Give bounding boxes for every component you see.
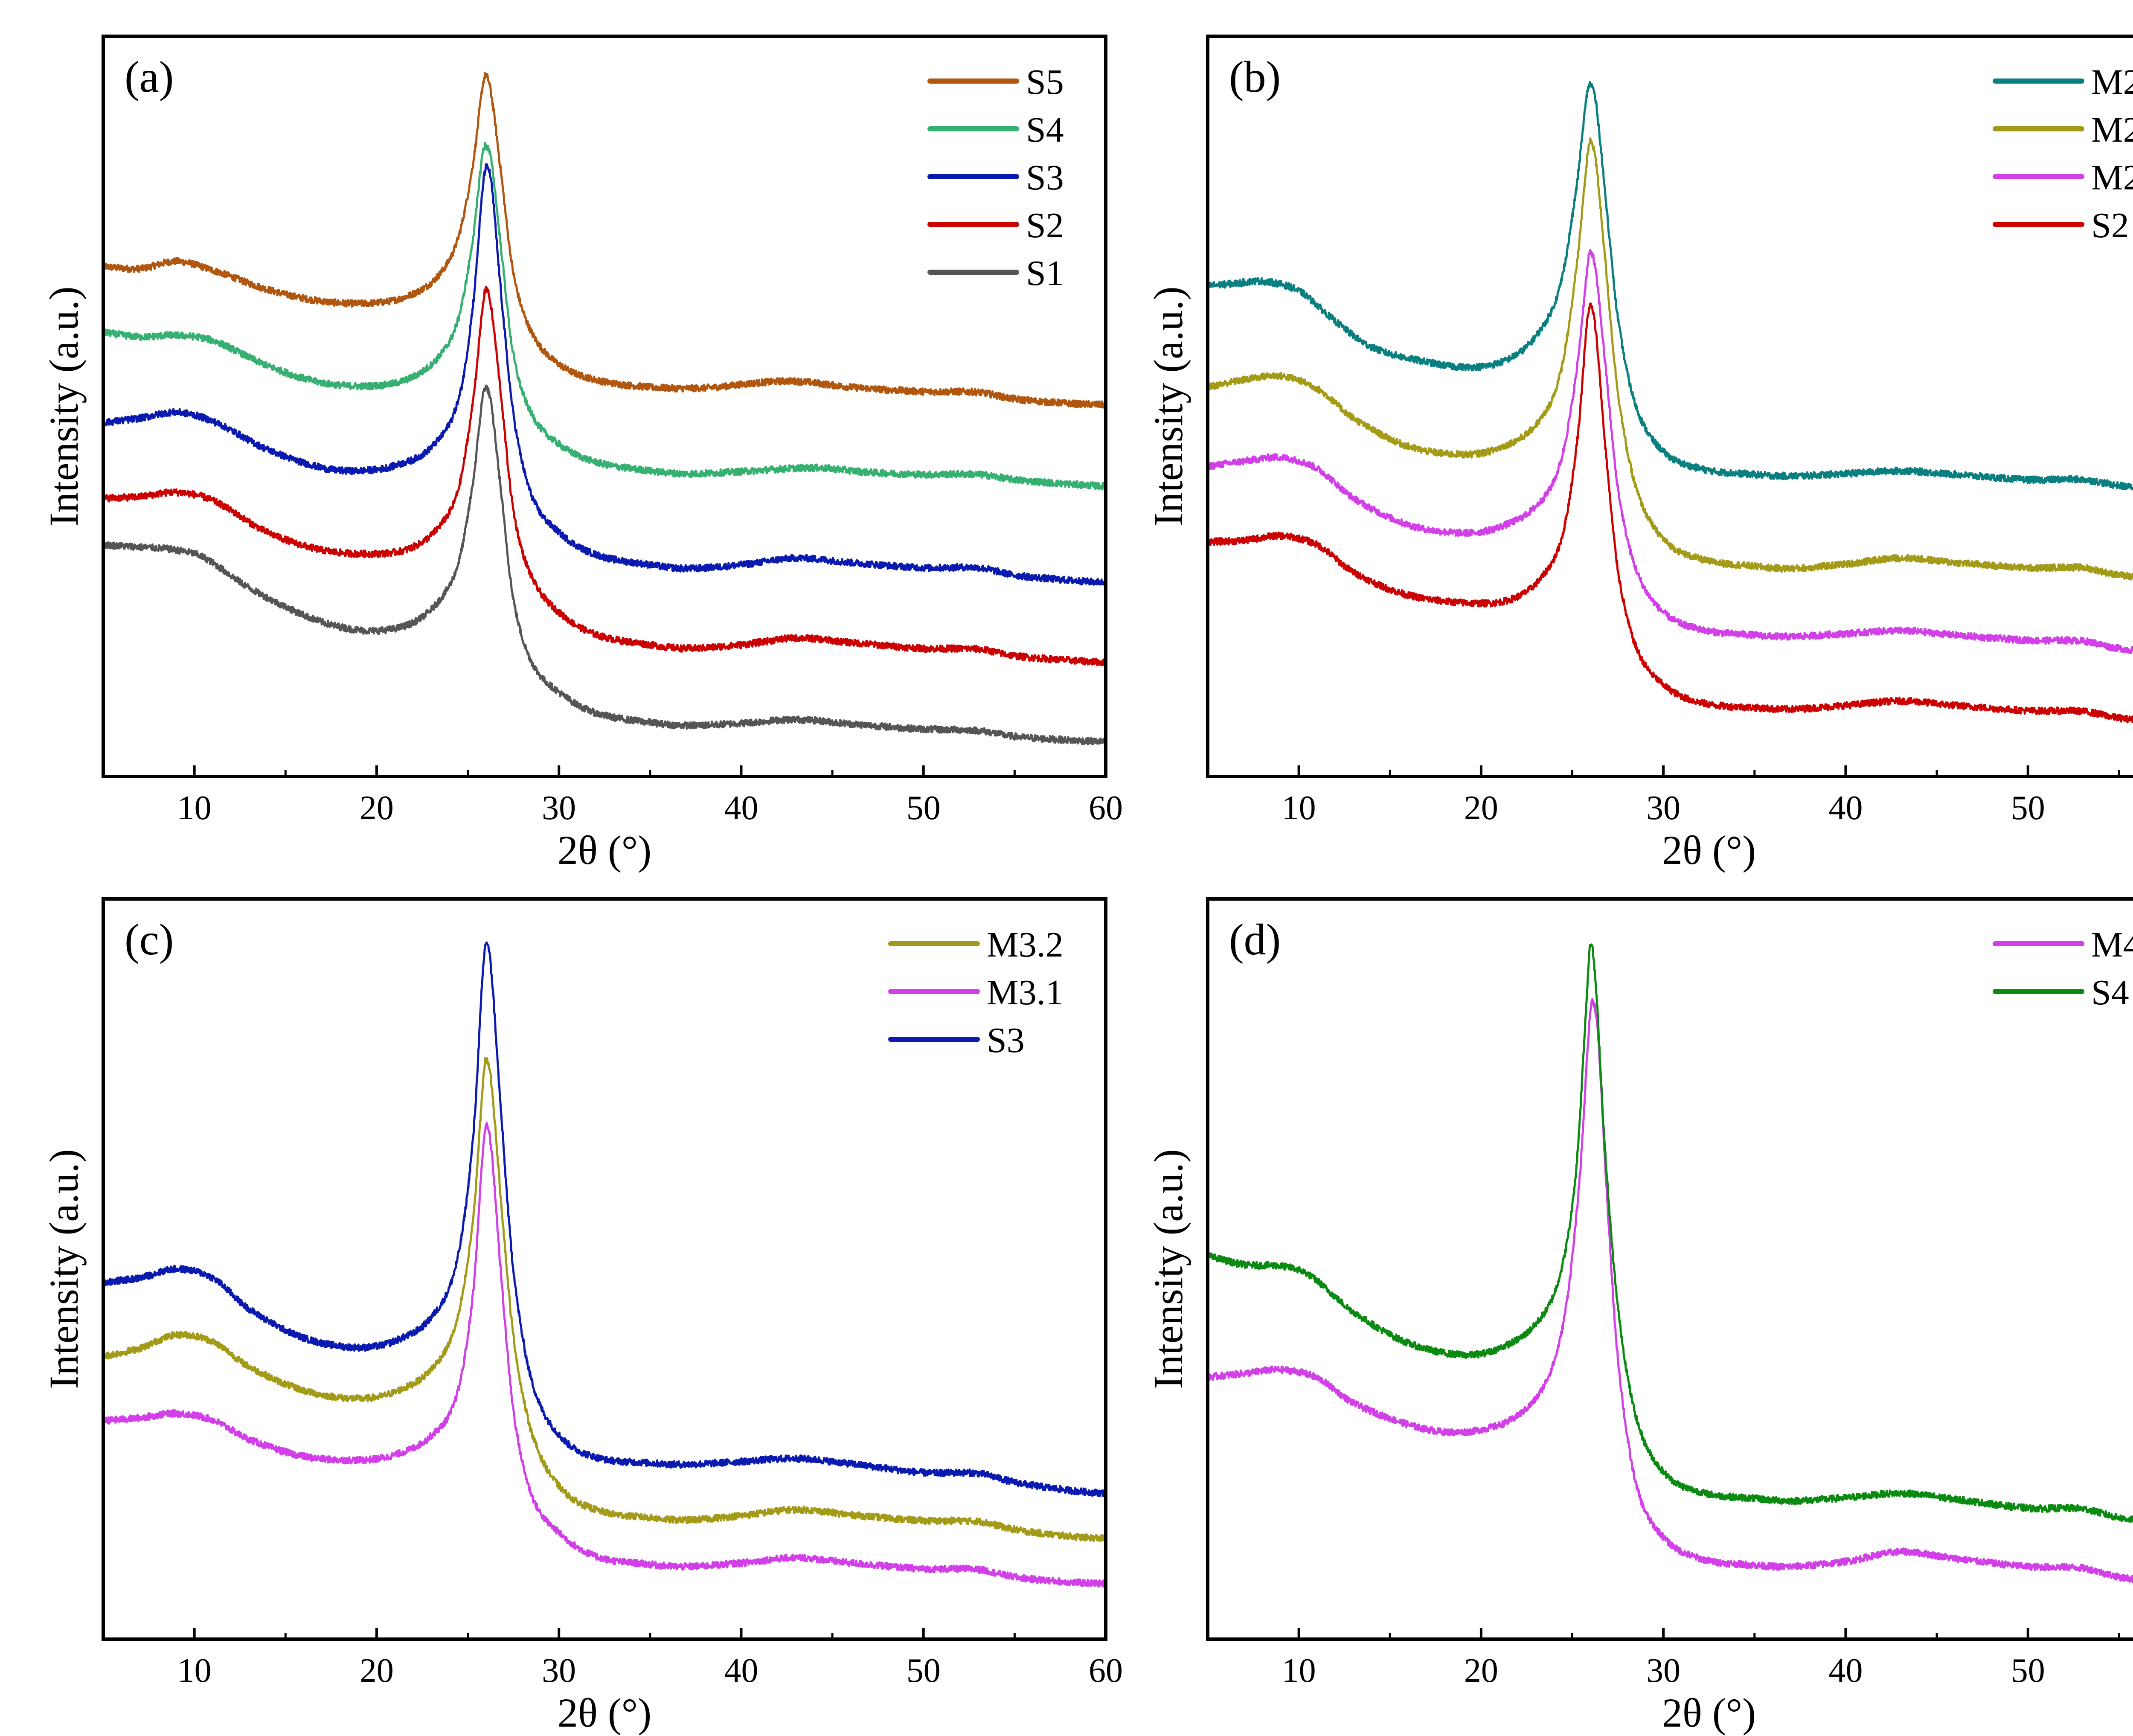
- legend-item: S3: [888, 1021, 1025, 1060]
- panel-label: (c): [125, 915, 174, 964]
- legend-item: S2: [1993, 206, 2129, 245]
- legend-label: S2: [2091, 206, 2129, 245]
- legend: S5 S4 S3 S2 S1: [927, 62, 1064, 293]
- plot-frame: [1206, 35, 2133, 778]
- legend-label: M2.2: [2091, 110, 2133, 150]
- y-axis-label: Intensity (a.u.): [1145, 1149, 1191, 1389]
- series-line-m2-3: [1208, 81, 2133, 491]
- x-tick-label: 50: [907, 1652, 941, 1689]
- legend: M3.2 M3.1 S3: [888, 925, 1064, 1060]
- y-axis-label: Intensity (a.u.): [1145, 286, 1191, 526]
- x-tick-label: 50: [2011, 1652, 2045, 1689]
- series-line-s3: [103, 941, 1106, 1498]
- series-line-s1: [103, 384, 1106, 745]
- x-tick-label: 60: [1089, 1652, 1123, 1689]
- series-line-m2-2: [1208, 137, 2133, 581]
- legend-label: S3: [987, 1021, 1025, 1060]
- series-group: [103, 72, 1106, 745]
- x-tick-label: 20: [360, 1652, 394, 1689]
- series-line-s2: [1208, 302, 2133, 724]
- x-tick-label: 40: [724, 1652, 758, 1689]
- panel-label: (a): [125, 52, 174, 102]
- legend-item: S3: [927, 158, 1064, 198]
- x-tick-label: 10: [177, 1652, 212, 1689]
- x-tick-label: 40: [1828, 789, 1863, 827]
- legend-item: M2.3: [1993, 62, 2133, 102]
- series-group: [1208, 81, 2133, 724]
- series-group: [1208, 943, 2133, 1584]
- plot-frame: [102, 897, 1107, 1641]
- series-group: [103, 941, 1106, 1588]
- x-tick-label: 30: [542, 789, 576, 827]
- x-tick-label: 30: [1646, 789, 1680, 827]
- series-line-s3: [103, 163, 1106, 587]
- panel-c: 10 20 30 40 50 60 2θ (°) Intensity (a.u.) (c) M3.…: [41, 897, 1123, 1736]
- x-axis-label: 2θ (°): [558, 1690, 651, 1736]
- legend-label: S3: [1026, 158, 1064, 198]
- series-line-s5: [103, 72, 1106, 409]
- legend-item: M2.2: [1993, 110, 2133, 150]
- series-line-s4: [103, 142, 1106, 491]
- legend-item: M3.2: [888, 925, 1064, 965]
- series-line-m4-1: [1208, 998, 2133, 1584]
- legend-item: S2: [927, 206, 1064, 245]
- legend-item: M2.1: [1993, 158, 2133, 198]
- legend-label: M2.3: [2091, 62, 2133, 102]
- legend-label: M2.1: [2091, 158, 2133, 198]
- x-tick-label: 10: [1282, 789, 1316, 827]
- legend-label: S5: [1026, 62, 1064, 102]
- series-line-s4: [1208, 943, 2133, 1524]
- legend-label: M3.1: [987, 973, 1064, 1012]
- legend: M4.1 S4: [1993, 925, 2133, 1012]
- x-axis-label: 2θ (°): [558, 827, 651, 873]
- x-tick-label: 60: [1089, 789, 1123, 827]
- series-line-m3-1: [103, 1122, 1106, 1588]
- x-axis-label: 2θ (°): [1662, 1690, 1756, 1736]
- x-tick-label: 10: [177, 789, 212, 827]
- x-tick-label: 50: [2011, 789, 2045, 827]
- x-tick-label: 20: [1464, 789, 1498, 827]
- x-tick-label: 40: [1828, 1652, 1863, 1689]
- legend: M2.3 M2.2 M2.1 S2: [1993, 62, 2133, 245]
- x-tick-label: 30: [1646, 1652, 1680, 1689]
- series-line-m3-2: [103, 1056, 1106, 1542]
- x-tick-label: 10: [1282, 1652, 1316, 1689]
- legend-item: S4: [1993, 973, 2129, 1012]
- legend-item: M3.1: [888, 973, 1064, 1012]
- plot-frame: [102, 35, 1107, 778]
- legend-item: S1: [927, 253, 1064, 293]
- y-axis-label: Intensity (a.u.): [41, 286, 87, 526]
- legend-item: S5: [927, 62, 1064, 102]
- legend-item: M4.1: [1993, 925, 2133, 965]
- legend-label: M3.2: [987, 925, 1064, 965]
- plot-frame: [1206, 897, 2133, 1641]
- x-tick-label: 20: [1464, 1652, 1498, 1689]
- panel-label: (b): [1229, 52, 1281, 102]
- series-line-s2: [103, 286, 1106, 666]
- legend-item: S4: [927, 110, 1064, 150]
- x-axis-label: 2θ (°): [1662, 827, 1756, 873]
- series-line-m2-1: [1208, 249, 2133, 654]
- legend-label: M4.1: [2091, 925, 2133, 965]
- legend-label: S2: [1026, 206, 1064, 245]
- legend-label: S4: [1026, 110, 1064, 150]
- x-tick-label: 20: [360, 789, 394, 827]
- x-tick-label: 30: [542, 1652, 576, 1689]
- legend-label: S1: [1026, 253, 1064, 293]
- x-tick-label: 40: [724, 789, 758, 827]
- panel-label: (d): [1229, 915, 1281, 964]
- legend-label: S4: [2091, 973, 2129, 1012]
- y-axis-label: Intensity (a.u.): [41, 1149, 87, 1389]
- x-tick-label: 50: [907, 789, 941, 827]
